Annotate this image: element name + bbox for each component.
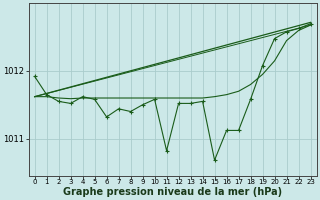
X-axis label: Graphe pression niveau de la mer (hPa): Graphe pression niveau de la mer (hPa) (63, 187, 282, 197)
